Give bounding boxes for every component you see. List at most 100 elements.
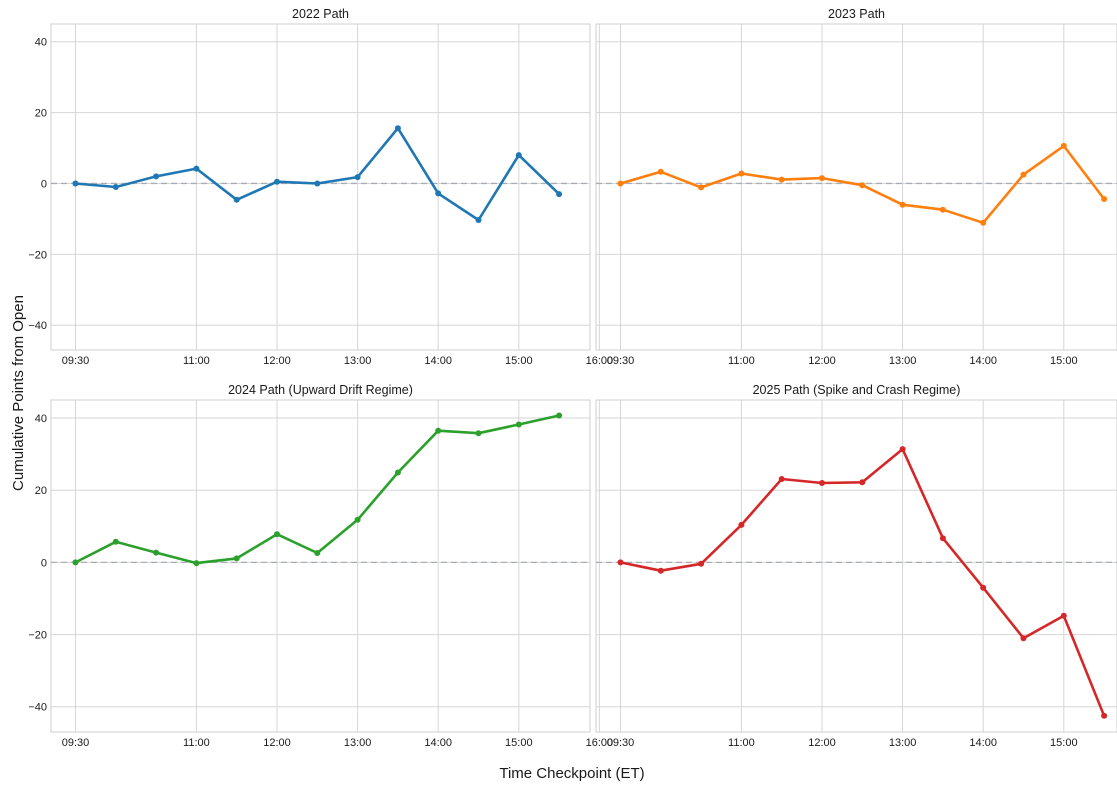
y-tick-label: −40 xyxy=(28,702,47,714)
panel-frame xyxy=(595,399,1117,733)
chart-panel-3: 2024 Path (Upward Drift Regime) −40 −20 0 20… xyxy=(28,383,613,749)
x-tick-label: 15:00 xyxy=(1050,737,1078,749)
data-point xyxy=(515,421,522,428)
data-point xyxy=(354,174,361,181)
data-point xyxy=(354,516,361,523)
data-point xyxy=(617,180,624,187)
data-point xyxy=(274,531,280,538)
data-point xyxy=(738,521,745,528)
y-tick-label: 20 xyxy=(35,108,47,120)
x-tick-label: 13:00 xyxy=(344,737,372,749)
x-tick-label: 12:00 xyxy=(263,355,291,367)
panel-frame xyxy=(50,23,591,351)
data-point xyxy=(556,191,563,198)
data-point xyxy=(1060,142,1067,149)
data-point xyxy=(1060,612,1067,619)
panel-frame xyxy=(595,23,1117,351)
x-tick-label: 15:00 xyxy=(505,355,533,367)
data-point xyxy=(778,476,785,482)
x-tick-label: 11:00 xyxy=(728,355,755,367)
y-tick-label: 0 xyxy=(41,178,47,190)
data-point xyxy=(819,175,825,182)
data-point xyxy=(1101,196,1108,202)
data-point xyxy=(859,479,866,486)
x-tick-label: 16:00 xyxy=(586,355,614,367)
x-tick-label: 14:00 xyxy=(424,355,452,367)
chart-panel-2: 2023 Path09:3011:0012:0013:0014:0015:001… xyxy=(595,7,1117,367)
x-tick-label: 09:30 xyxy=(607,355,635,367)
y-tick-label: 40 xyxy=(35,37,47,49)
series-group xyxy=(72,125,563,223)
data-point xyxy=(394,469,401,476)
panel-frame xyxy=(50,399,591,733)
data-point xyxy=(314,180,321,187)
data-point xyxy=(72,559,79,566)
data-point xyxy=(435,427,442,434)
y-tick-label: 40 xyxy=(35,413,47,425)
series-group xyxy=(72,412,563,567)
data-point xyxy=(193,165,200,172)
data-point xyxy=(657,567,664,574)
data-point xyxy=(112,184,119,190)
series-line xyxy=(74,414,561,565)
x-tick-label: 12:00 xyxy=(263,737,291,749)
y-tick-label: 20 xyxy=(35,485,47,497)
panel-title: 2023 Path xyxy=(828,7,885,21)
x-tick-label: 14:00 xyxy=(424,737,452,749)
data-point xyxy=(475,430,482,437)
series-line xyxy=(619,447,1106,718)
data-point xyxy=(939,206,946,213)
series-line xyxy=(74,126,561,222)
data-point xyxy=(698,184,705,191)
x-tick-label: 11:00 xyxy=(728,737,755,749)
x-tick-label: 14:00 xyxy=(969,355,997,367)
data-point xyxy=(1020,635,1027,642)
y-axis-title: Cumulative Points from Open xyxy=(10,295,27,491)
y-tick-label: −20 xyxy=(28,249,47,261)
x-tick-label: 11:00 xyxy=(183,737,210,749)
panel-title: 2022 Path xyxy=(292,7,349,21)
data-point xyxy=(980,584,987,591)
series-group xyxy=(617,142,1108,226)
data-point xyxy=(617,559,624,566)
data-point xyxy=(394,125,401,132)
series-group xyxy=(617,446,1108,719)
x-tick-label: 13:00 xyxy=(344,355,372,367)
panel-title: 2024 Path (Upward Drift Regime) xyxy=(228,383,413,397)
x-tick-label: 09:30 xyxy=(62,355,90,367)
x-tick-label: 09:30 xyxy=(607,737,635,749)
data-point xyxy=(233,196,240,203)
x-tick-label: 12:00 xyxy=(808,737,836,749)
data-point xyxy=(153,173,160,180)
data-point xyxy=(657,168,664,175)
data-point xyxy=(698,560,705,567)
data-point xyxy=(475,217,482,223)
x-axis-title: Time Checkpoint (ET) xyxy=(499,765,644,782)
chart-panel-4: 2025 Path (Spike and Crash Regime) 09:30 1… xyxy=(595,383,1117,749)
data-point xyxy=(153,549,160,556)
chart-panel-1: 2022 Path −40 −20 0 20 40 09:30 11:00 12:00 13:00… xyxy=(28,7,613,367)
data-point xyxy=(72,180,79,187)
x-tick-label: 15:00 xyxy=(1050,355,1078,367)
x-tick-label: 12:00 xyxy=(808,355,836,367)
data-point xyxy=(980,219,987,226)
y-tick-label: −40 xyxy=(28,320,47,332)
data-point xyxy=(515,152,522,159)
data-point xyxy=(859,182,866,189)
x-tick-label: 11:00 xyxy=(183,355,210,367)
data-point xyxy=(1020,171,1027,178)
data-point xyxy=(435,190,442,197)
data-point xyxy=(556,412,563,419)
x-tick-label: 16:00 xyxy=(586,737,614,749)
data-point xyxy=(738,170,745,177)
y-tick-label: 0 xyxy=(41,557,47,569)
y-tick-label: −20 xyxy=(28,630,47,642)
data-point xyxy=(274,178,280,185)
x-tick-label: 15:00 xyxy=(505,737,533,749)
x-tick-label: 14:00 xyxy=(969,737,997,749)
data-point xyxy=(819,480,825,486)
data-point xyxy=(193,560,200,567)
data-point xyxy=(112,538,119,545)
x-tick-label: 09:30 xyxy=(62,737,90,749)
